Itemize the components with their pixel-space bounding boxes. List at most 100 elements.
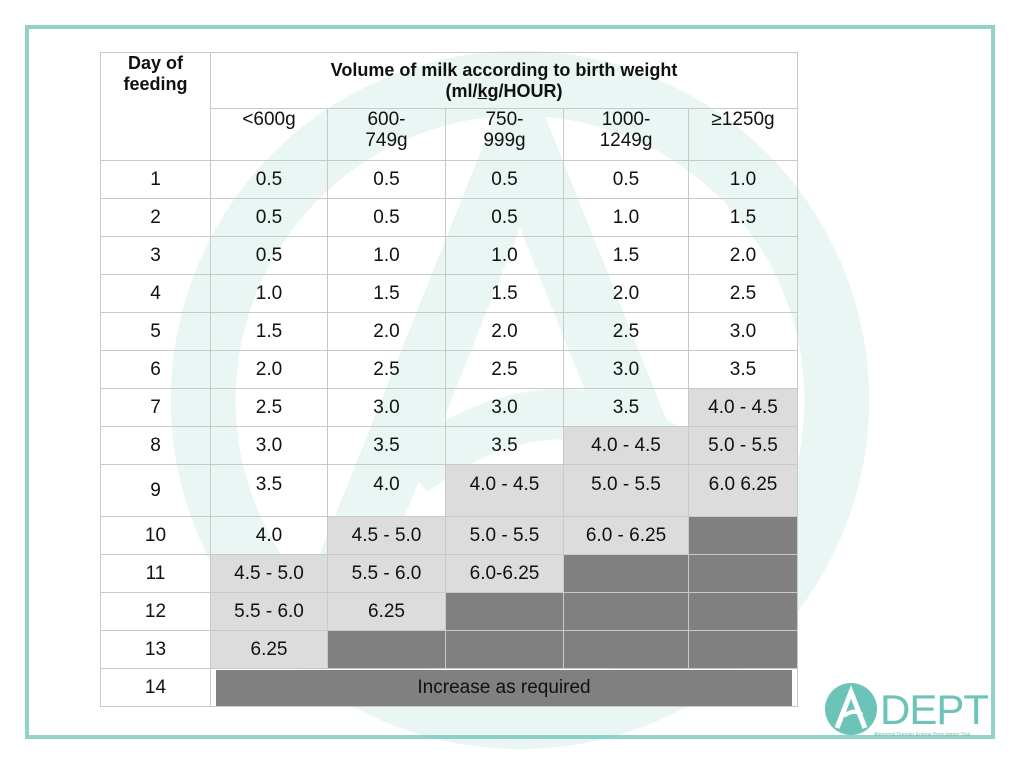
volume-cell: 3.5	[445, 426, 564, 465]
weight-class-line2: 749g	[365, 130, 408, 151]
day-header-line1: Day of	[127, 53, 183, 73]
volume-header-line1: Volume of milk according to birth weight	[330, 59, 678, 80]
volume-cell: 0.5	[210, 160, 328, 199]
volume-cell: 2.0	[688, 236, 798, 275]
weight-class-header: 600- 749g	[327, 108, 446, 161]
shaded-empty-cell	[688, 554, 798, 593]
increase-cell: Increase as required	[210, 668, 798, 707]
table-row: 10 4.0 4.5 - 5.0 5.0 - 5.5 6.0 - 6.25	[100, 516, 798, 555]
weight-class-line1: <600g	[242, 109, 296, 130]
volume-cell: 1.5	[327, 274, 446, 313]
volume-cell: 3.5	[688, 350, 798, 389]
volume-cell: 5.0 - 5.5	[688, 426, 798, 465]
volume-cell: 1.0	[445, 236, 564, 275]
volume-header: Volume of milk according to birth weight…	[210, 52, 798, 109]
volume-cell: 0.5	[210, 198, 328, 237]
adept-logo: DEPT Abnormal Doppler Enteral Prescripti…	[822, 680, 1000, 742]
table-row: 4 1.0 1.5 1.5 2.0 2.5	[100, 274, 798, 313]
volume-cell: 1.5	[688, 198, 798, 237]
volume-cell: 4.0 - 4.5	[445, 464, 564, 517]
day-of-feeding-header: Day of feeding	[100, 52, 211, 161]
volume-cell: 3.5	[327, 426, 446, 465]
volume-cell: 6.25	[327, 592, 446, 631]
day-number: 14	[100, 668, 211, 707]
shaded-empty-cell	[563, 554, 689, 593]
volume-cell: 3.0	[210, 426, 328, 465]
volume-cell: 0.5	[327, 198, 446, 237]
table-row: 14 Increase as required	[100, 668, 798, 707]
day-header-line2: feeding	[123, 74, 188, 94]
volume-cell: 0.5	[445, 198, 564, 237]
table-row: 2 0.5 0.5 0.5 1.0 1.5	[100, 198, 798, 237]
volume-cell: 1.0	[563, 198, 689, 237]
volume-cell: 2.0	[327, 312, 446, 351]
day-number: 2	[100, 198, 211, 237]
volume-cell: 1.5	[445, 274, 564, 313]
day-number: 5	[100, 312, 211, 351]
volume-cell: 3.0	[327, 388, 446, 427]
volume-cell: 4.0	[210, 516, 328, 555]
shaded-empty-cell	[327, 630, 446, 669]
shaded-empty-cell	[563, 592, 689, 631]
day-number: 11	[100, 554, 211, 593]
day-number: 9	[100, 464, 211, 517]
volume-header-pre: (ml/	[445, 80, 478, 101]
volume-cell: 5.0 - 5.5	[563, 464, 689, 517]
table-row: 8 3.0 3.5 3.5 4.0 - 4.5 5.0 - 5.5	[100, 426, 798, 465]
volume-cell: 6.0-6.25	[445, 554, 564, 593]
table-row: 11 4.5 - 5.0 5.5 - 6.0 6.0-6.25	[100, 554, 798, 593]
logo-tagline: Abnormal Doppler Enteral Prescription Tr…	[874, 732, 971, 738]
weight-class-header: 1000- 1249g	[563, 108, 689, 161]
table-row: 13 6.25	[100, 630, 798, 669]
day-number: 10	[100, 516, 211, 555]
shaded-empty-cell	[688, 516, 798, 555]
volume-cell: 2.5	[445, 350, 564, 389]
weight-class-line2: 1249g	[599, 130, 653, 151]
weight-class-header: 750- 999g	[445, 108, 564, 161]
shaded-empty-cell	[445, 592, 564, 631]
volume-cell: 0.5	[563, 160, 689, 199]
volume-cell: 2.0	[210, 350, 328, 389]
weight-class-line1: 750-	[485, 109, 524, 130]
table-row: 5 1.5 2.0 2.0 2.5 3.0	[100, 312, 798, 351]
volume-cell: 0.5	[445, 160, 564, 199]
volume-cell: 2.5	[210, 388, 328, 427]
day-number: 4	[100, 274, 211, 313]
volume-cell: 3.0	[688, 312, 798, 351]
volume-cell: 5.5 - 6.0	[210, 592, 328, 631]
table-row: 6 2.0 2.5 2.5 3.0 3.5	[100, 350, 798, 389]
volume-cell: 2.5	[563, 312, 689, 351]
volume-cell: 3.0	[563, 350, 689, 389]
volume-cell: 2.0	[563, 274, 689, 313]
shaded-empty-cell	[688, 592, 798, 631]
weight-class-line1: 1000-	[601, 109, 651, 130]
logo-text: DEPT	[880, 686, 989, 733]
shaded-empty-cell	[688, 630, 798, 669]
weight-class-header: <600g	[210, 108, 328, 161]
volume-cell: 3.5	[210, 464, 328, 517]
feeding-volume-table: Day of feeding Volume of milk according …	[100, 52, 798, 707]
volume-cell: 5.0 - 5.5	[445, 516, 564, 555]
volume-cell: 6.0 - 6.25	[563, 516, 689, 555]
volume-cell: 1.5	[563, 236, 689, 275]
volume-cell: 6.0 6.25	[688, 464, 798, 517]
shaded-empty-cell	[445, 630, 564, 669]
day-number: 12	[100, 592, 211, 631]
weight-class-header: ≥1250g	[688, 108, 798, 161]
table-row: 3 0.5 1.0 1.0 1.5 2.0	[100, 236, 798, 275]
day-number: 1	[100, 160, 211, 199]
day-number: 7	[100, 388, 211, 427]
table-row: 12 5.5 - 6.0 6.25	[100, 592, 798, 631]
volume-header-kg: kg	[477, 80, 499, 101]
day-number: 13	[100, 630, 211, 669]
volume-cell: 4.0 - 4.5	[688, 388, 798, 427]
volume-cell: 1.5	[210, 312, 328, 351]
weight-class-line1: ≥1250g	[711, 109, 775, 130]
slide-frame	[25, 25, 995, 739]
volume-cell: 1.0	[210, 274, 328, 313]
volume-header-post: /HOUR)	[498, 80, 563, 101]
volume-cell: 4.0 - 4.5	[563, 426, 689, 465]
volume-cell: 4.5 - 5.0	[210, 554, 328, 593]
volume-cell: 4.5 - 5.0	[327, 516, 446, 555]
volume-cell: 2.5	[327, 350, 446, 389]
